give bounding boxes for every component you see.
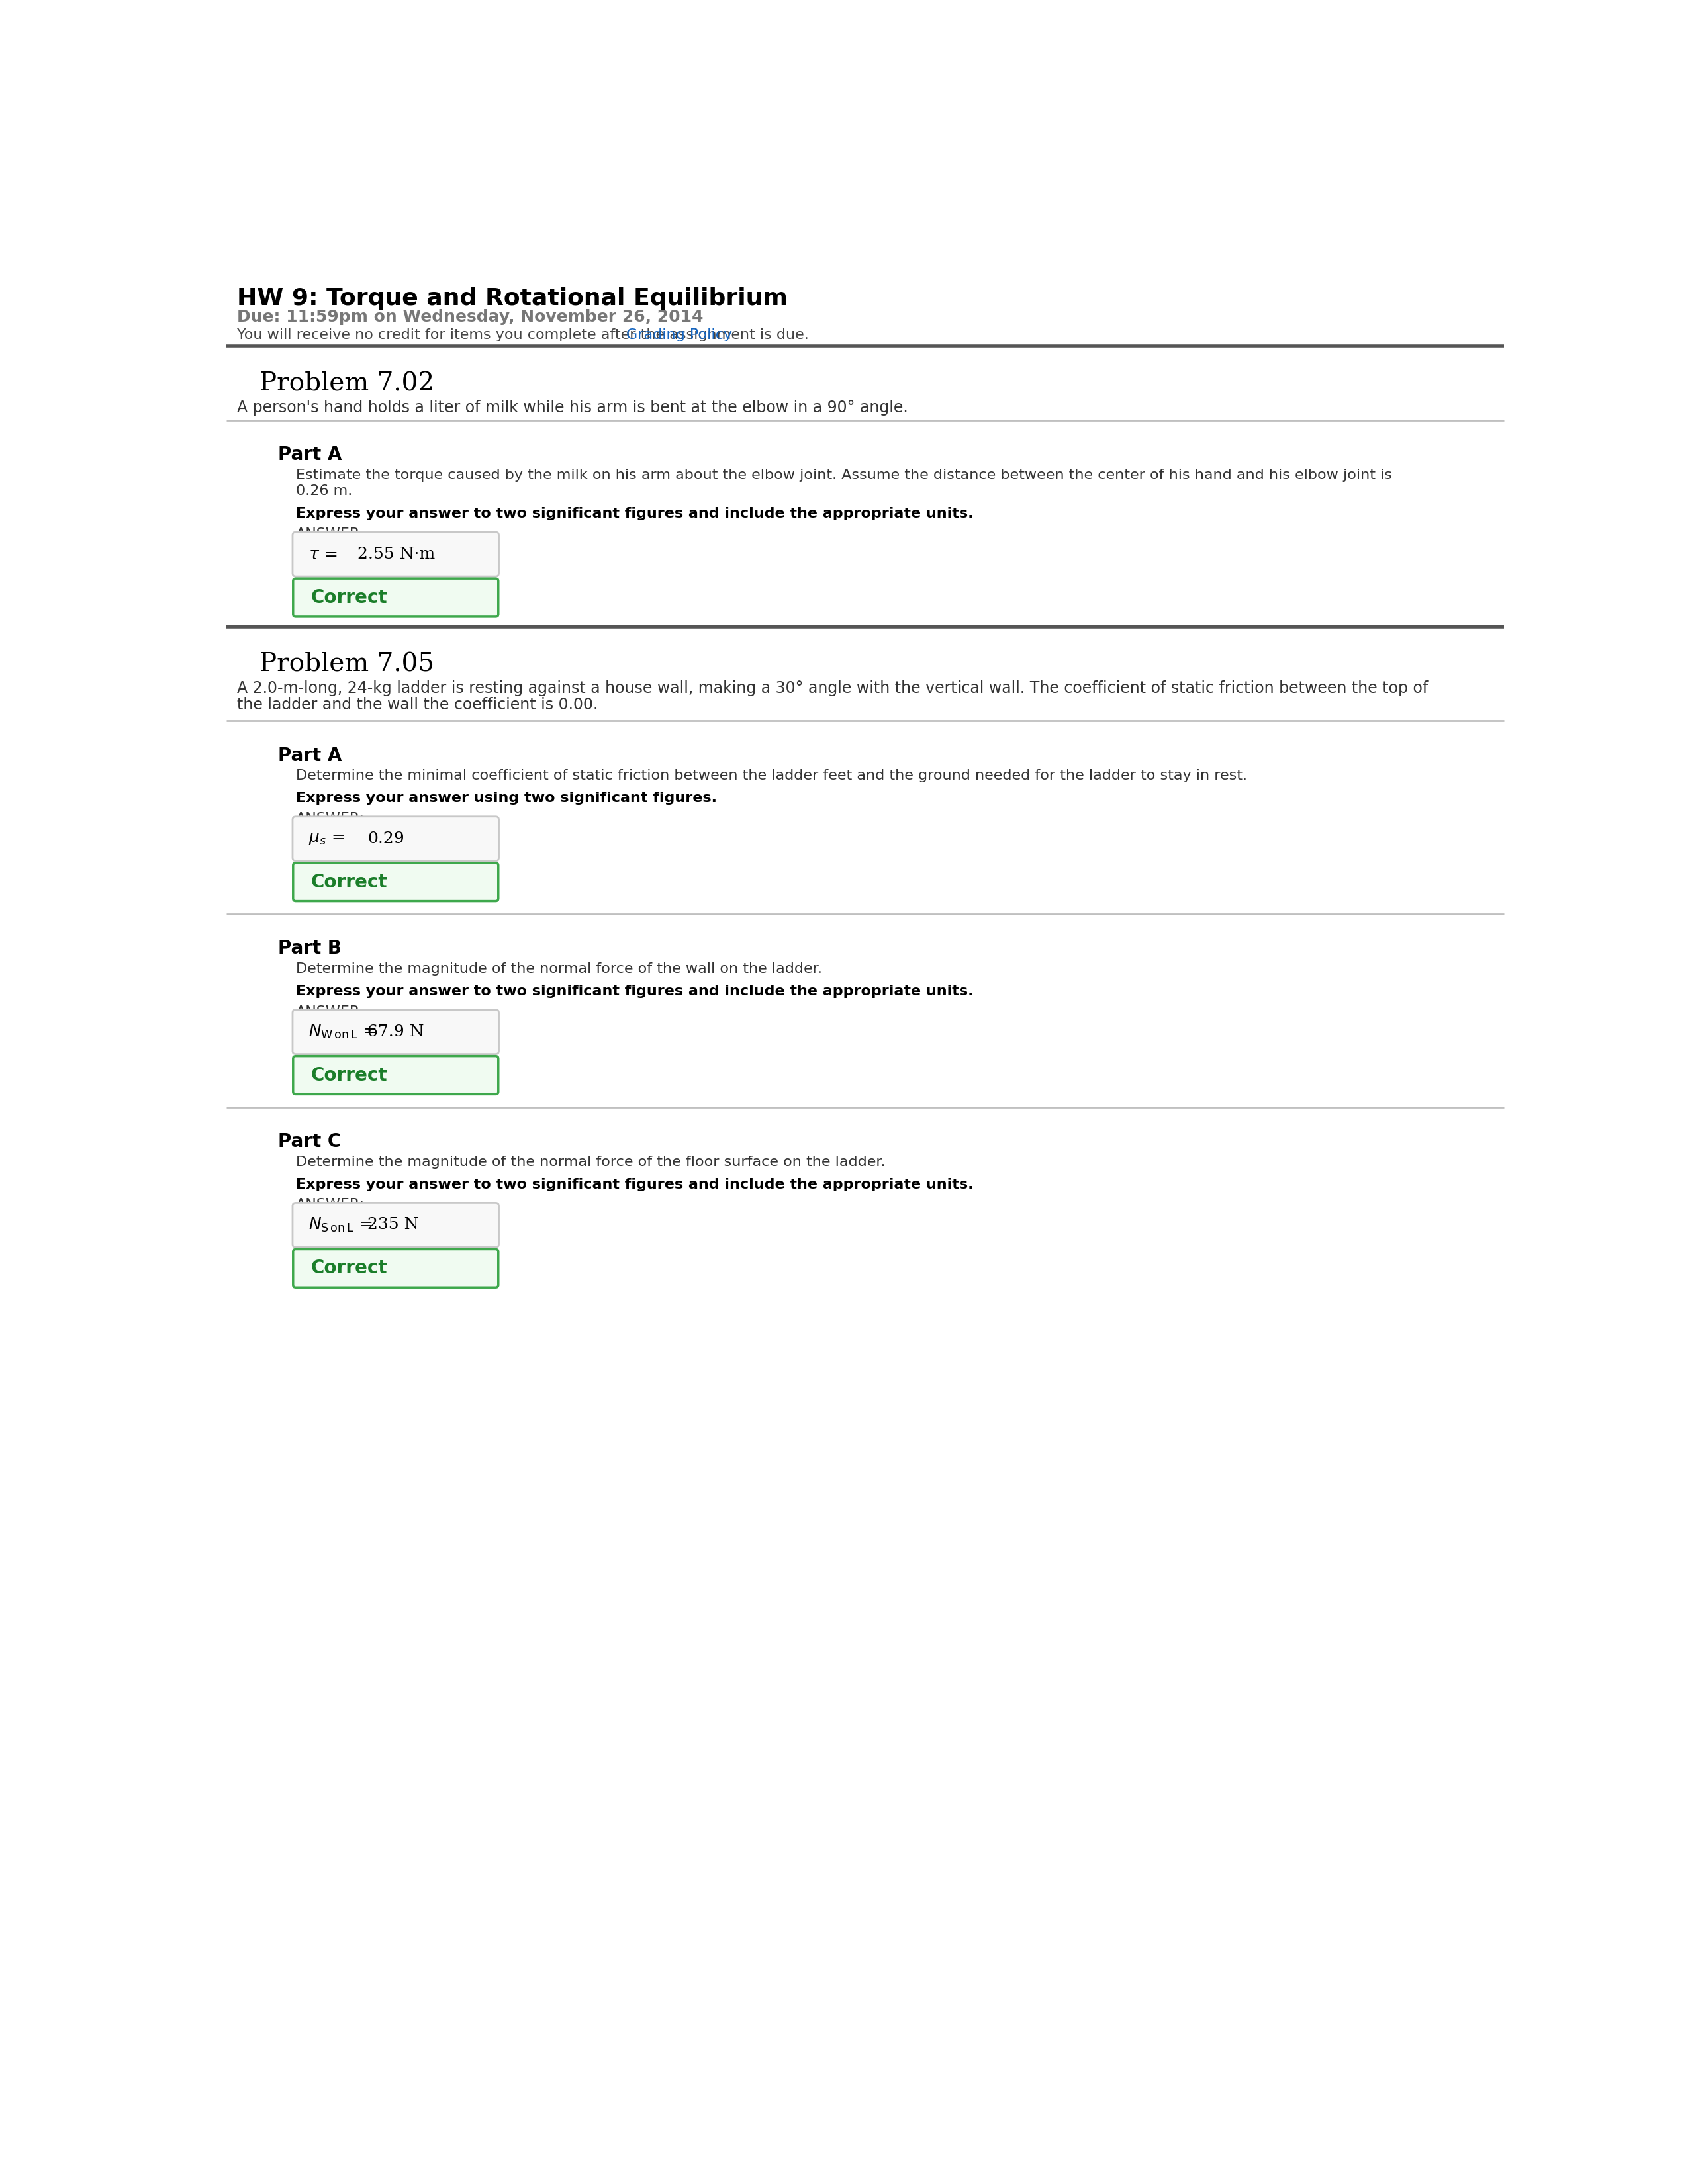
Text: Problem 7.02: Problem 7.02 <box>260 371 434 395</box>
Text: the ladder and the wall the coefficient is 0.00.: the ladder and the wall the coefficient … <box>236 697 598 712</box>
FancyBboxPatch shape <box>294 863 498 902</box>
Text: Correct: Correct <box>311 587 388 607</box>
Text: A 2.0-m-long, 24-kg ladder is resting against a house wall, making a 30° angle w: A 2.0-m-long, 24-kg ladder is resting ag… <box>236 681 1428 697</box>
Text: A person's hand holds a liter of milk while his arm is bent at the elbow in a 90: A person's hand holds a liter of milk wh… <box>236 400 908 415</box>
Text: ANSWER:: ANSWER: <box>295 1199 365 1212</box>
Text: Due: 11:59pm on Wednesday, November 26, 2014: Due: 11:59pm on Wednesday, November 26, … <box>236 308 702 325</box>
Text: Determine the magnitude of the normal force of the floor surface on the ladder.: Determine the magnitude of the normal fo… <box>295 1155 885 1168</box>
Text: 0.26 m.: 0.26 m. <box>295 485 353 498</box>
Text: Grading Policy: Grading Policy <box>626 328 733 341</box>
Text: Correct: Correct <box>311 874 388 891</box>
Text: Part C: Part C <box>279 1133 341 1151</box>
Text: $N_{\rm W\,on\,L}$$\,=\,$: $N_{\rm W\,on\,L}$$\,=\,$ <box>309 1022 376 1040</box>
Text: Part B: Part B <box>279 939 341 959</box>
Text: $\mu_s$$\,=\,$: $\mu_s$$\,=\,$ <box>309 830 344 847</box>
Text: Express your answer using two significant figures.: Express your answer using two significan… <box>295 791 717 804</box>
FancyBboxPatch shape <box>292 1203 500 1247</box>
Text: Determine the magnitude of the normal force of the wall on the ladder.: Determine the magnitude of the normal fo… <box>295 963 822 976</box>
FancyBboxPatch shape <box>294 1249 498 1286</box>
Text: $\tau$$\,=\,$: $\tau$$\,=\,$ <box>309 546 338 561</box>
Text: Correct: Correct <box>311 1066 388 1085</box>
Text: You will receive no credit for items you complete after the assignment is due.: You will receive no credit for items you… <box>236 328 819 341</box>
Text: $N_{\rm S\,on\,L}$$\,=\,$: $N_{\rm S\,on\,L}$$\,=\,$ <box>309 1216 373 1234</box>
Text: Part A: Part A <box>279 446 341 463</box>
FancyBboxPatch shape <box>292 1009 500 1055</box>
Text: Determine the minimal coefficient of static friction between the ladder feet and: Determine the minimal coefficient of sta… <box>295 769 1247 782</box>
Text: 2.55 N·m: 2.55 N·m <box>358 546 436 561</box>
FancyBboxPatch shape <box>292 533 500 577</box>
FancyBboxPatch shape <box>292 817 500 860</box>
Text: Estimate the torque caused by the milk on his arm about the elbow joint. Assume : Estimate the torque caused by the milk o… <box>295 470 1393 483</box>
Text: Problem 7.05: Problem 7.05 <box>260 653 434 677</box>
Text: Express your answer to two significant figures and include the appropriate units: Express your answer to two significant f… <box>295 507 974 520</box>
Text: 0.29: 0.29 <box>368 832 405 847</box>
Text: Correct: Correct <box>311 1258 388 1278</box>
FancyBboxPatch shape <box>294 1057 498 1094</box>
Text: Express your answer to two significant figures and include the appropriate units: Express your answer to two significant f… <box>295 1177 974 1190</box>
FancyBboxPatch shape <box>294 579 498 616</box>
Text: ANSWER:: ANSWER: <box>295 1005 365 1018</box>
Text: ANSWER:: ANSWER: <box>295 812 365 826</box>
Text: Express your answer to two significant figures and include the appropriate units: Express your answer to two significant f… <box>295 985 974 998</box>
Text: HW 9: Torque and Rotational Equilibrium: HW 9: Torque and Rotational Equilibrium <box>236 288 787 310</box>
Text: ANSWER:: ANSWER: <box>295 529 365 542</box>
Text: 67.9 N: 67.9 N <box>368 1024 424 1040</box>
Text: 235 N: 235 N <box>368 1216 419 1232</box>
Text: Part A: Part A <box>279 747 341 764</box>
